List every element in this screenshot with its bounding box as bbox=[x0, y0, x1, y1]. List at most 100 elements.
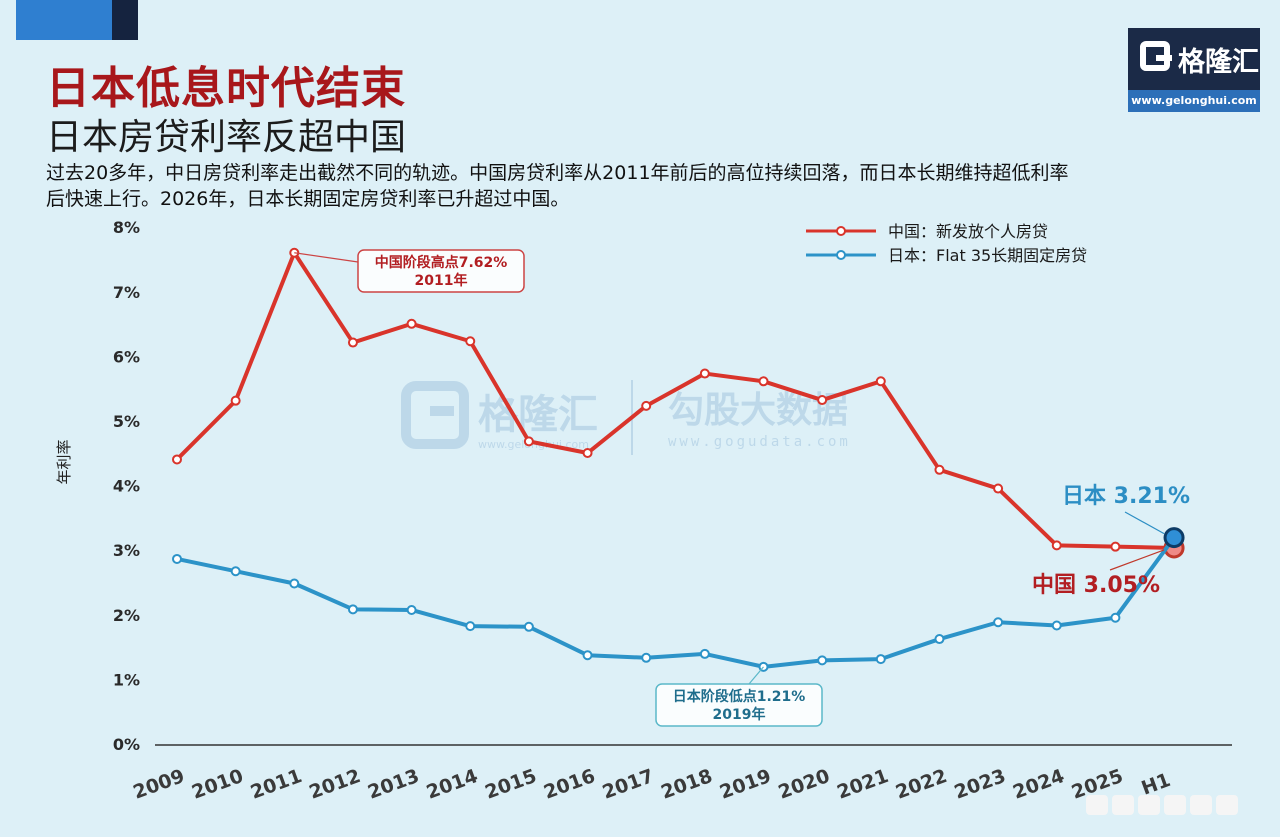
data-point bbox=[641, 652, 652, 663]
x-tick-label: 2015 bbox=[482, 765, 539, 804]
logo-g-icon bbox=[1140, 41, 1172, 71]
header-accent-bar bbox=[16, 0, 112, 40]
y-tick-label: 5% bbox=[113, 412, 140, 431]
watermark-g-icon bbox=[401, 381, 469, 449]
x-tick-label: 2016 bbox=[541, 765, 598, 804]
chart-series bbox=[172, 247, 1185, 672]
data-point bbox=[1110, 612, 1121, 623]
x-tick-label: 2009 bbox=[130, 765, 187, 804]
x-tick-label: 2018 bbox=[658, 765, 715, 804]
page-subtitle: 日本房贷利率反超中国 bbox=[46, 117, 407, 158]
y-tick-label: 2% bbox=[113, 606, 140, 625]
x-tick-label: 2011 bbox=[248, 765, 305, 804]
data-point bbox=[172, 454, 182, 465]
placeholder-block bbox=[1112, 795, 1134, 815]
logo-name: 格隆汇 bbox=[1178, 47, 1259, 78]
watermark-data-url: www.gogudata.com bbox=[668, 434, 851, 450]
data-point bbox=[523, 621, 534, 632]
data-point bbox=[1051, 540, 1062, 551]
placeholder-block bbox=[1086, 795, 1108, 815]
y-tick-label: 0% bbox=[113, 735, 140, 754]
placeholder-block bbox=[1138, 795, 1160, 815]
legend-label: 日本：Flat 35长期固定房贷 bbox=[888, 246, 1087, 265]
data-point bbox=[1110, 541, 1121, 552]
x-tick-label: 2017 bbox=[600, 765, 657, 804]
data-point bbox=[1051, 620, 1062, 631]
placeholder-block bbox=[1164, 795, 1186, 815]
data-point bbox=[289, 578, 300, 589]
data-point bbox=[817, 395, 828, 406]
data-point bbox=[465, 336, 476, 347]
y-tick-label: 8% bbox=[113, 218, 140, 237]
placeholder-block bbox=[1216, 795, 1238, 815]
y-tick-label: 7% bbox=[113, 283, 140, 302]
watermark-g-icon-bar bbox=[430, 406, 454, 416]
y-tick-label: 4% bbox=[113, 477, 140, 496]
data-point bbox=[347, 337, 358, 348]
legend-label: 中国：新发放个人房贷 bbox=[888, 222, 1048, 241]
callout-text: 中国阶段高点7.62% bbox=[375, 254, 508, 271]
data-point bbox=[993, 617, 1004, 628]
data-point bbox=[817, 655, 828, 666]
data-point bbox=[230, 566, 241, 577]
x-tick-label: 2023 bbox=[951, 765, 1008, 804]
data-point bbox=[699, 368, 710, 379]
data-point bbox=[406, 318, 417, 329]
data-point bbox=[641, 400, 652, 411]
logo-url: www.gelonghui.com bbox=[1128, 90, 1260, 112]
data-point bbox=[523, 436, 534, 447]
x-tick-label: 2019 bbox=[717, 765, 774, 804]
x-tick-label: 2012 bbox=[306, 765, 363, 804]
end-label-leader bbox=[1109, 549, 1165, 571]
data-point bbox=[172, 553, 182, 564]
bottom-toolbar-placeholder bbox=[1086, 790, 1254, 820]
end-label: 日本 3.21% bbox=[1062, 484, 1190, 509]
x-tick-label: 2021 bbox=[834, 765, 891, 804]
series-line-japan bbox=[176, 536, 1176, 669]
legend-swatch-marker bbox=[836, 250, 846, 260]
y-tick-label: 6% bbox=[113, 347, 140, 366]
header-accent-bar-dark bbox=[112, 0, 138, 40]
data-point bbox=[875, 376, 886, 387]
watermark: 格隆汇 www.gelonghui.com 勾股大数据 www.gogudata… bbox=[401, 380, 851, 455]
callout-leader bbox=[748, 666, 764, 685]
data-point bbox=[406, 604, 417, 615]
legend-swatch-marker bbox=[836, 226, 846, 236]
y-axis-label: 年利率 bbox=[55, 439, 73, 484]
series-line-china bbox=[175, 250, 1175, 550]
x-tick-label: 2022 bbox=[893, 765, 950, 804]
x-tick-label: 2010 bbox=[189, 765, 246, 804]
data-point bbox=[582, 448, 593, 459]
data-point bbox=[875, 654, 886, 665]
callout-text: 2011年 bbox=[415, 272, 468, 289]
callout-box bbox=[655, 683, 823, 727]
data-point bbox=[1163, 527, 1185, 549]
x-tick-label: 2014 bbox=[424, 765, 481, 804]
data-point bbox=[934, 634, 945, 645]
placeholder-block bbox=[1190, 795, 1212, 815]
x-tick-label: 2020 bbox=[775, 765, 832, 804]
callout-leader bbox=[294, 252, 359, 263]
data-point bbox=[230, 395, 241, 406]
gelonghui-logo: 格隆汇 www.gelonghui.com bbox=[1128, 28, 1260, 112]
callout-box bbox=[357, 249, 525, 293]
data-point bbox=[465, 621, 476, 632]
y-tick-label: 1% bbox=[113, 670, 140, 689]
x-tick-label: 2013 bbox=[365, 765, 422, 804]
callout-text: 日本阶段低点1.21% bbox=[673, 688, 806, 705]
data-point bbox=[347, 604, 358, 615]
chart-description: 过去20多年，中日房贷利率走出截然不同的轨迹。中国房贷利率从2011年前后的高位… bbox=[46, 162, 1069, 210]
callout-text: 2019年 bbox=[713, 706, 766, 723]
data-point bbox=[934, 464, 945, 475]
data-point bbox=[993, 483, 1004, 494]
data-point bbox=[699, 648, 710, 659]
y-tick-label: 3% bbox=[113, 541, 140, 560]
watermark-brand: 格隆汇 bbox=[478, 392, 598, 438]
data-point bbox=[582, 650, 593, 661]
end-label-leader bbox=[1124, 511, 1165, 535]
page-title: 日本低息时代结束 bbox=[46, 63, 406, 114]
